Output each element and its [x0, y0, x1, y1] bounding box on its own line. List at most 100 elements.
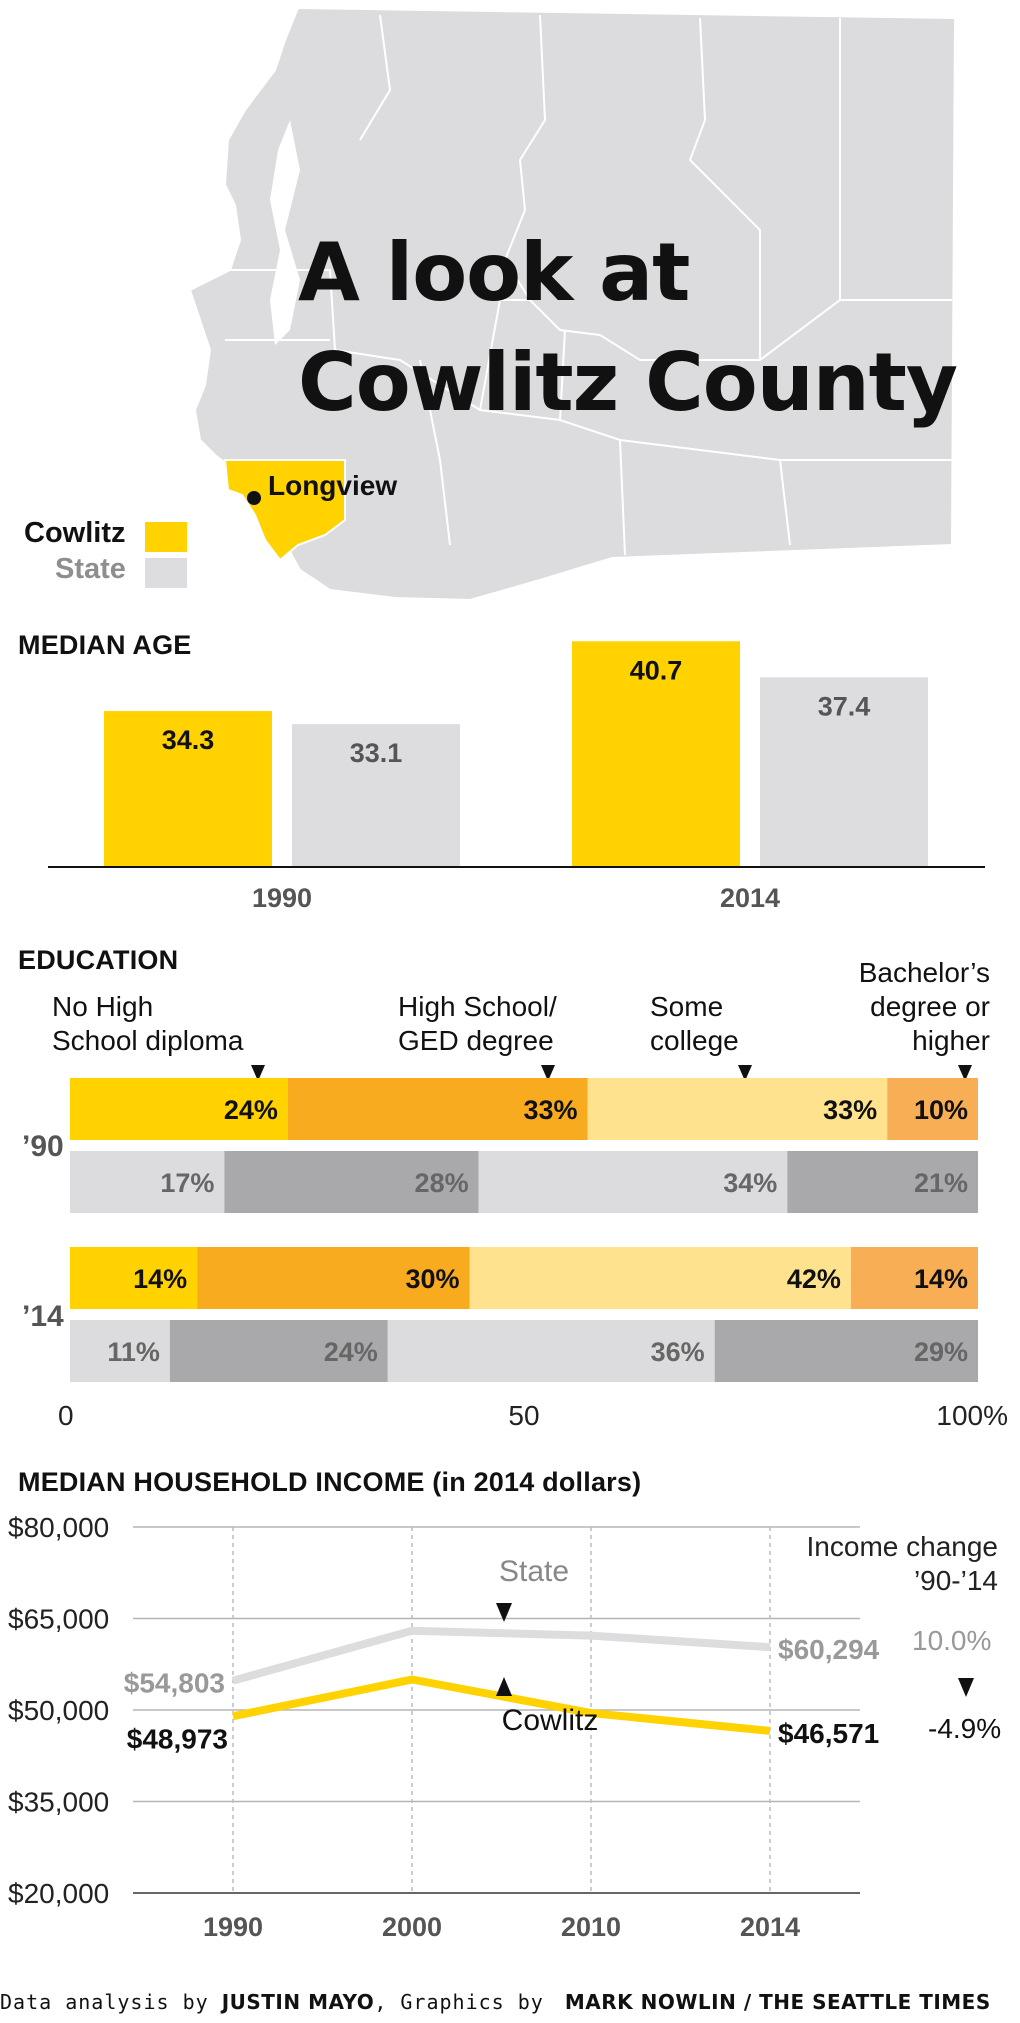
edu-seg-cowlitz-90-3 [887, 1078, 978, 1140]
cowlitz-series-label: Cowlitz [502, 1704, 599, 1737]
edu-row-14-label: ’14 [22, 1300, 64, 1333]
median-age-title: MEDIAN AGE [18, 630, 192, 660]
income-ytick-80000: $80,000 [8, 1512, 109, 1543]
headline-line-1: A look at [298, 226, 690, 319]
pointer-some-icon [738, 1065, 752, 1081]
edu-cat-hs: High School/ GED degree [398, 990, 557, 1058]
edu-label-state-14-0: 11% [107, 1337, 160, 1367]
age-value-state-2014: 37.4 [818, 691, 871, 721]
income-xtick-2000: 2000 [382, 1912, 442, 1942]
edu-seg-state-14-2 [387, 1320, 715, 1382]
edu-label-cowlitz-14-3: 14% [914, 1264, 968, 1294]
pointer-bach-icon [958, 1065, 972, 1081]
pointer-hs-icon [541, 1065, 555, 1081]
pointer-no-hs-icon [251, 1065, 265, 1081]
income-change-title-line2: ’90-’14 [913, 1565, 998, 1596]
edu-cat-bachelor: Bachelor’s degree or higher [770, 956, 990, 1058]
edu-label-cowlitz-14-2: 42% [787, 1264, 841, 1294]
cowlitz-county [223, 459, 346, 562]
credit-middle: , Graphics by [374, 1990, 557, 2014]
edu-cat-no-hs: No High School diploma [52, 990, 243, 1058]
age-bar-state-2014 [760, 677, 928, 867]
median-age-chart: 34.3 33.1 1990 40.7 37.4 2014 [48, 641, 985, 913]
edu-seg-state-14-1 [169, 1320, 388, 1382]
puget-sound [270, 120, 300, 345]
income-line-state [231, 1626, 771, 1685]
edu-cat-no-hs-line2: School diploma [52, 1025, 244, 1056]
age-value-cowlitz-1990: 34.3 [162, 725, 215, 755]
edu-axis-tick-1: 50 [508, 1400, 539, 1431]
edu-seg-cowlitz-14-1 [197, 1247, 470, 1309]
edu-label-cowlitz-90-1: 33% [524, 1095, 578, 1125]
edu-label-state-90-0: 17% [160, 1168, 214, 1198]
edu-cat-no-hs-line1: No High [52, 991, 154, 1022]
income-chart: $20,000 $35,000 $50,000 $65,000 $80,000 1990 2… [8, 1512, 974, 1942]
income-xtick-2010: 2010 [561, 1912, 621, 1942]
change-pointer-icon [958, 1678, 974, 1697]
edu-label-state-14-3: 29% [914, 1337, 968, 1367]
legend-state-label: State [55, 553, 126, 585]
legend-cowlitz-swatch [145, 522, 187, 552]
cowlitz-start-label: $48,973 [127, 1723, 228, 1754]
income-title: MEDIAN HOUSEHOLD INCOME (in 2014 dollars… [18, 1467, 642, 1497]
edu-seg-state-90-1 [224, 1151, 479, 1213]
washington-map [188, 6, 957, 602]
age-value-state-1990: 33.1 [350, 738, 403, 768]
edu-seg-cowlitz-90-2 [587, 1078, 888, 1140]
credit-line: Data analysis by JUSTIN MAYO, Graphics b… [0, 1990, 991, 2014]
edu-cat-hs-line2: GED degree [398, 1025, 554, 1056]
edu-axis-tick-2: 100% [936, 1400, 1008, 1431]
edu-axis-tick-0: 0 [58, 1400, 74, 1431]
edu-label-cowlitz-14-0: 14% [133, 1264, 187, 1294]
income-change-header: Income change ’90-’14 [750, 1530, 998, 1598]
edu-cat-bach-line3: higher [912, 1025, 990, 1056]
income-xtick-2014: 2014 [740, 1912, 800, 1942]
edu-label-state-14-1: 24% [324, 1337, 378, 1367]
edu-seg-cowlitz-14-3 [850, 1247, 978, 1309]
edu-seg-state-90-3 [787, 1151, 978, 1213]
legend-cowlitz-label: Cowlitz [24, 517, 126, 549]
edu-row-90-label: ’90 [22, 1130, 64, 1163]
age-year-label-1990: 1990 [252, 883, 312, 913]
edu-cat-bach-line2: degree or [870, 991, 990, 1022]
credit-graphics: MARK NOWLIN / THE SEATTLE TIMES [564, 1990, 991, 2014]
edu-label-state-14-2: 36% [651, 1337, 705, 1367]
longview-label: Longview [268, 470, 398, 501]
edu-cat-some-line1: Some [650, 991, 724, 1022]
edu-label-state-90-2: 34% [723, 1168, 777, 1198]
income-change-title-line1: Income change [806, 1531, 998, 1562]
age-value-cowlitz-2014: 40.7 [630, 655, 683, 685]
edu-cat-bach-line1: Bachelor’s [858, 957, 990, 988]
income-ytick-35000: $35,000 [8, 1787, 109, 1818]
edu-seg-cowlitz-90-1 [287, 1078, 588, 1140]
cowlitz-pointer-icon [496, 1677, 512, 1696]
edu-label-cowlitz-90-3: 10% [914, 1095, 968, 1125]
edu-pointers [251, 1065, 972, 1081]
edu-label-cowlitz-14-1: 30% [405, 1264, 459, 1294]
income-ytick-65000: $65,000 [8, 1604, 109, 1635]
state-end-label: $60,294 [778, 1634, 880, 1665]
cowlitz-income-change: -4.9% [928, 1713, 1002, 1744]
edu-seg-state-14-3 [714, 1320, 978, 1382]
education-chart: 24% 33% 33% 10% 17% 28% 34% 21% 14% 30% 42% 14% 11% 2… [58, 1078, 1008, 1431]
state-outline [188, 6, 957, 602]
edu-cat-some-line2: college [650, 1025, 739, 1056]
edu-cat-some: Some college [650, 990, 739, 1058]
credit-analyst: JUSTIN MAYO [221, 1990, 375, 2014]
county-borders [225, 14, 952, 556]
income-ytick-20000: $20,000 [8, 1878, 109, 1909]
edu-label-state-90-1: 28% [415, 1168, 469, 1198]
state-series-label: State [499, 1555, 569, 1588]
edu-seg-cowlitz-90-0 [70, 1078, 288, 1140]
cowlitz-end-label: $46,571 [778, 1718, 879, 1749]
age-year-label-2014: 2014 [720, 883, 780, 913]
edu-seg-cowlitz-14-2 [469, 1247, 851, 1309]
education-title: EDUCATION [18, 945, 179, 975]
edu-seg-state-90-2 [478, 1151, 788, 1213]
age-bar-state-1990 [292, 724, 460, 867]
legend-state-swatch [145, 558, 187, 588]
age-bar-cowlitz-2014 [572, 641, 740, 867]
state-start-label: $54,803 [124, 1668, 225, 1699]
edu-label-cowlitz-90-2: 33% [823, 1095, 877, 1125]
headline-line-2: Cowlitz County [298, 336, 958, 429]
